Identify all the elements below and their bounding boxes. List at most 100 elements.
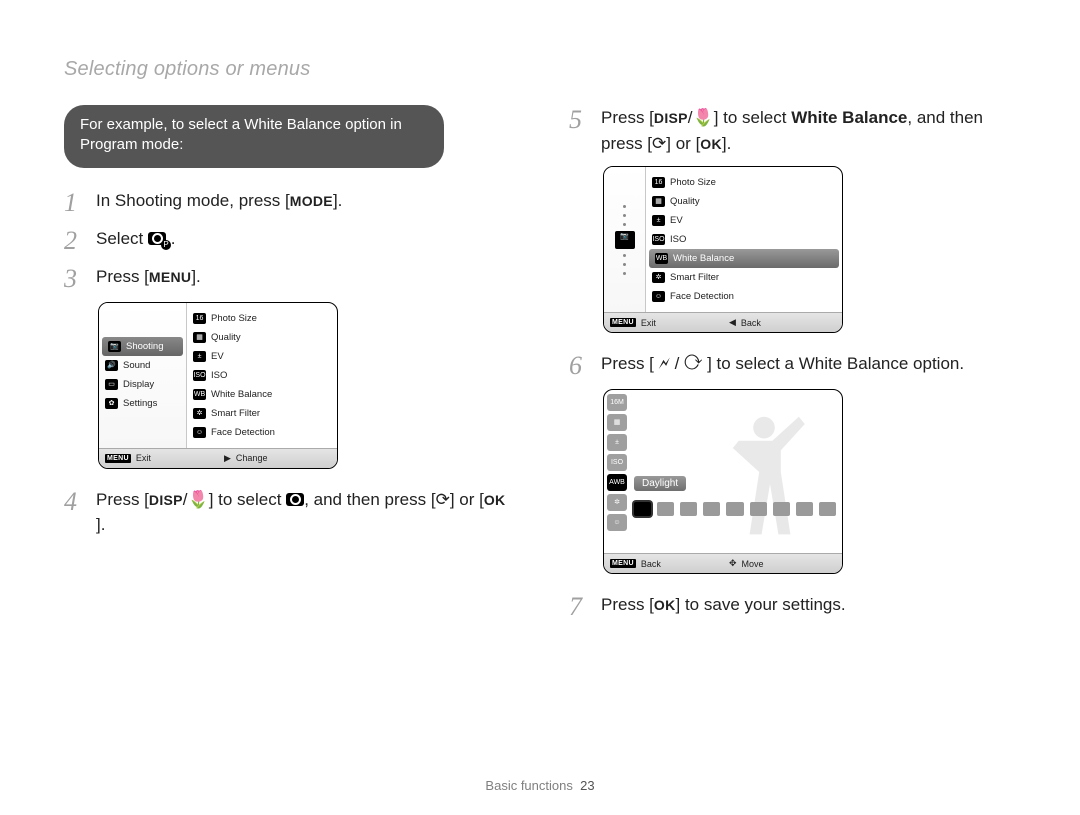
wb-option — [726, 502, 743, 516]
quality-icon: ▦ — [193, 332, 206, 343]
strip-icon: ✲ — [607, 494, 627, 511]
step-text: Press [DISP/🌷] to select White Balance, … — [601, 105, 1014, 156]
disp-button-glyph: DISP — [654, 108, 688, 129]
timer-icon: ⟳ — [436, 490, 450, 509]
step-number: 1 — [64, 188, 86, 216]
mode-button-glyph: MODE — [290, 191, 333, 212]
menu-option-label: EV — [670, 215, 683, 226]
step-text-pre: Press [ — [96, 267, 149, 286]
menu-option: ± EV — [646, 211, 842, 230]
menu-option-label: Face Detection — [211, 427, 275, 438]
face-icon: ☺ — [193, 427, 206, 438]
step-text: Press [MENU]. — [96, 264, 509, 290]
wb-preview-screenshot: 16M ▦ ± ISO AWB ✲ ☺ Daylight — [603, 389, 843, 574]
menu-item-display: ▭Display — [99, 375, 186, 394]
menu-option: ISOISO — [187, 366, 337, 385]
white-balance-bold: White Balance — [791, 108, 907, 127]
menu-item-settings: ✿Settings — [99, 394, 186, 413]
menu-screenshot-step5: 📷 16Photo Size ▦Quality ±EV ISOISO WBWhi… — [603, 166, 843, 333]
menu-option: 16 Photo Size — [187, 309, 337, 328]
t: , and then press [ — [304, 490, 435, 509]
wb-option — [703, 502, 720, 516]
menu-footer-icon: MENU — [105, 454, 131, 463]
two-column-layout: For example, to select a White Balance o… — [64, 105, 1016, 630]
t: ] or [ — [666, 134, 700, 153]
step-number: 5 — [569, 105, 591, 133]
right-column: 5 Press [DISP/🌷] to select White Balance… — [569, 105, 1014, 630]
face-icon: ☺ — [652, 291, 665, 302]
ev-icon: ± — [193, 351, 206, 362]
step-1: 1 In Shooting mode, press [MODE]. — [64, 188, 509, 216]
wb-option — [750, 502, 767, 516]
menu-option: ☺Face Detection — [646, 287, 842, 306]
ev-icon: ± — [652, 215, 665, 226]
step-number: 2 — [64, 226, 86, 254]
menu-item-sound: 🔊Sound — [99, 356, 186, 375]
camera-icon — [286, 493, 304, 506]
strip-icon: 16M — [607, 394, 627, 411]
step-7: 7 Press [OK] to save your settings. — [569, 592, 1014, 620]
strip-icon-selected: AWB — [607, 474, 627, 491]
menu-footer-label: Exit — [136, 453, 151, 463]
strip-icon: ▦ — [607, 414, 627, 431]
camera-icon: 📷 — [108, 341, 121, 352]
menu-option-label: ISO — [670, 234, 686, 245]
menu-option: ± EV — [187, 347, 337, 366]
menu-item-label: Shooting — [126, 341, 164, 352]
step-number: 4 — [64, 487, 86, 515]
menu-item-shooting: 📷 Shooting — [102, 337, 183, 356]
t: Press [ — [601, 108, 654, 127]
step-text: Press [DISP/🌷] to select , and then pres… — [96, 487, 509, 538]
menu-option-label: ISO — [211, 370, 227, 381]
t: ] to select — [714, 108, 791, 127]
menu-footer-label: Change — [236, 453, 268, 463]
menu-option-label: Photo Size — [670, 177, 716, 188]
step-number: 6 — [569, 351, 591, 379]
photosize-icon: 16 — [652, 177, 665, 188]
t: ] to select — [209, 490, 286, 509]
menu-option-label: Quality — [211, 332, 241, 343]
menu-button-glyph: MENU — [149, 267, 191, 288]
menu-footer-label: Back — [741, 318, 761, 328]
step-text: Press [ 🗲 / ⟳ ] to select a White Balanc… — [601, 351, 1014, 377]
wb-side-strip: 16M ▦ ± ISO AWB ✲ ☺ — [604, 390, 630, 553]
wb-footer-label: Back — [641, 559, 661, 569]
menu-footer-label: Exit — [641, 318, 656, 328]
strip-icon: ± — [607, 434, 627, 451]
step-4: 4 Press [DISP/🌷] to select , and then pr… — [64, 487, 509, 538]
menu-option-label: Photo Size — [211, 313, 257, 324]
step-text: In Shooting mode, press [MODE]. — [96, 188, 509, 214]
left-column: For example, to select a White Balance o… — [64, 105, 509, 630]
wb-option — [680, 502, 697, 516]
menu-option-label: EV — [211, 351, 224, 362]
wb-selected-label: Daylight — [634, 476, 686, 491]
menu-right-pane: 16Photo Size ▦Quality ±EV ISOISO WBWhite… — [187, 303, 337, 448]
menu-screenshot-step3: 📷 Shooting 🔊Sound ▭Display ✿Settings 16 Ph… — [98, 302, 338, 469]
wb-option — [819, 502, 836, 516]
timer-icon: ⟳ — [652, 134, 666, 153]
step-text: Select . — [96, 226, 509, 252]
step-number: 7 — [569, 592, 591, 620]
person-silhouette-icon — [704, 400, 824, 568]
dpad-icon: ✥ — [729, 558, 737, 569]
menu-option: ✲Smart Filter — [646, 268, 842, 287]
strip-icon: ISO — [607, 454, 627, 471]
wb-options-row — [630, 498, 836, 520]
menu-footer: MENUExit ▶Change — [99, 448, 337, 468]
t: ] or [ — [450, 490, 484, 509]
wb-icon: WB — [655, 253, 668, 264]
sound-icon: 🔊 — [105, 360, 118, 371]
step-5: 5 Press [DISP/🌷] to select White Balance… — [569, 105, 1014, 156]
menu-left-strip: 📷 — [604, 167, 646, 312]
step-text-label: Select — [96, 229, 148, 248]
step-3: 3 Press [MENU]. — [64, 264, 509, 292]
menu-option-label: Quality — [670, 196, 700, 207]
disp-button-glyph: DISP — [149, 490, 183, 511]
photosize-icon: 16 — [193, 313, 206, 324]
step-text: Press [OK] to save your settings. — [601, 592, 1014, 618]
wb-option-selected — [634, 502, 651, 516]
ok-button-glyph: OK — [700, 134, 722, 155]
macro-icon: 🌷 — [188, 490, 209, 509]
menu-option: ▦ Quality — [187, 328, 337, 347]
wb-option — [657, 502, 674, 516]
